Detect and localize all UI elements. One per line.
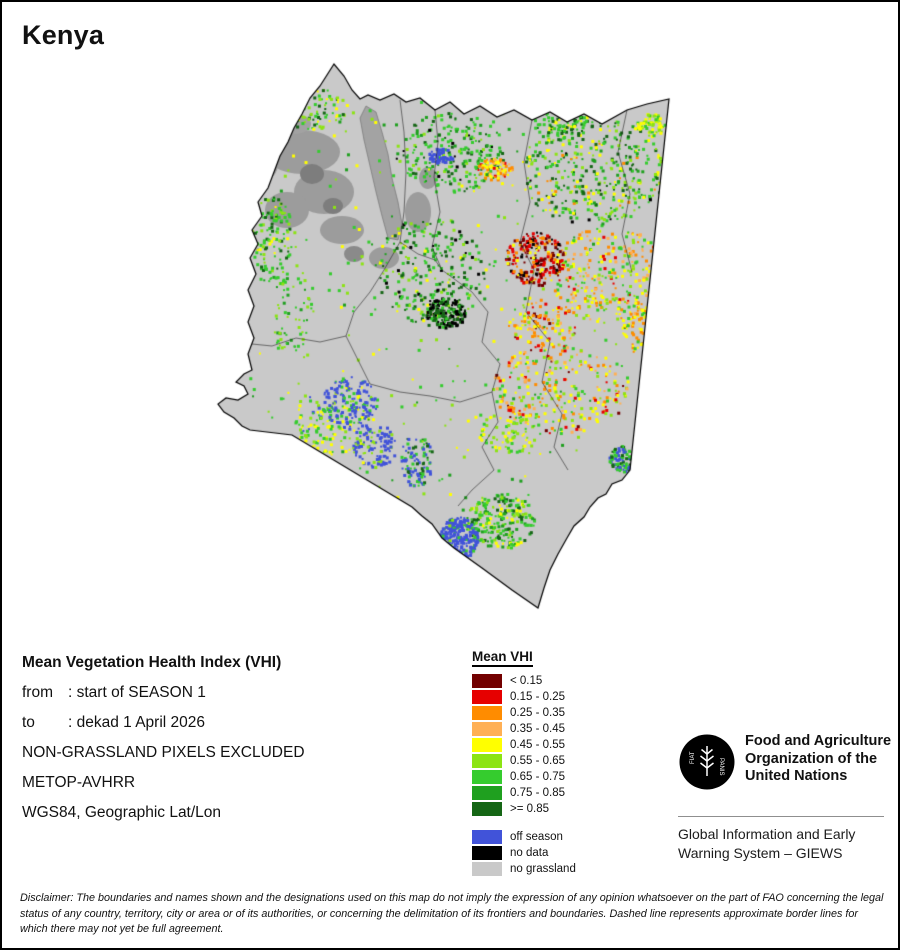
legend-label: 0.25 - 0.35 (510, 707, 565, 719)
legend-label: off season (510, 831, 563, 843)
metadata-mask-line: NON-GRASSLAND PIXELS EXCLUDED (22, 744, 305, 761)
legend-row: off season (472, 830, 576, 844)
legend-row: 0.45 - 0.55 (472, 738, 576, 752)
legend-label: 0.15 - 0.25 (510, 691, 565, 703)
metadata-from-line: from : start of SEASON 1 (22, 684, 305, 714)
legend-swatch (472, 802, 502, 816)
disclaimer-text: Disclaimer: The boundaries and names sho… (20, 892, 884, 936)
fao-name-line: Food and Agriculture (745, 733, 892, 749)
legend-swatch (472, 862, 502, 876)
legend-row: 0.15 - 0.25 (472, 690, 576, 704)
legend-label: 0.55 - 0.65 (510, 755, 565, 767)
fao-name: Food and Agriculture Organization of the… (745, 733, 891, 786)
legend-row: no data (472, 846, 576, 860)
legend-swatch (472, 846, 502, 860)
legend-swatch (472, 754, 502, 768)
fao-name-line: Organization of the (745, 750, 878, 767)
fao-logo-icon: FIAT PANIS (679, 734, 735, 790)
to-value: : dekad 1 April 2026 (68, 714, 206, 731)
metadata-sensor-line: METOP-AVHRR (22, 774, 136, 791)
legend-swatch (472, 674, 502, 688)
legend-row: >= 0.85 (472, 802, 576, 816)
legend-swatch (472, 706, 502, 720)
metadata-projection-line: WGS84, Geographic Lat/Lon (22, 804, 222, 821)
legend-swatch (472, 830, 502, 844)
legend-label: no data (510, 847, 549, 859)
legend-row: 0.65 - 0.75 (472, 770, 576, 784)
legend-row: 0.55 - 0.65 (472, 754, 576, 768)
legend-label: >= 0.85 (510, 803, 550, 815)
legend-label: 0.65 - 0.75 (510, 771, 565, 783)
legend-row: 0.25 - 0.35 (472, 706, 576, 720)
to-label: to (22, 714, 35, 731)
legend-swatch (472, 770, 502, 784)
legend-label: 0.35 - 0.45 (510, 723, 565, 735)
legend-label: < 0.15 (510, 675, 543, 687)
legend-swatch (472, 690, 502, 704)
legend-label: 0.75 - 0.85 (510, 787, 565, 799)
svg-text:FIAT: FIAT (690, 751, 696, 764)
fao-name-line: United Nations (745, 768, 848, 784)
from-label: from (22, 684, 53, 701)
fao-branding: FIAT PANIS Food and Agriculture Organiza… (678, 733, 891, 791)
legend-label: no grassland (510, 863, 576, 875)
giews-line: Global Information and Early (678, 826, 856, 842)
legend-swatch (472, 738, 502, 752)
giews-label: Global Information and Early Warning Sys… (678, 825, 855, 863)
legend: Mean VHI < 0.15 0.15 - 0.25 0.25 - 0.35 … (472, 648, 576, 878)
legend-row: < 0.15 (472, 674, 576, 688)
legend-extras: off season no data no grassland (472, 830, 576, 876)
legend-row: 0.35 - 0.45 (472, 722, 576, 736)
footer-divider (678, 816, 884, 817)
legend-swatch (472, 786, 502, 800)
legend-row: no grassland (472, 862, 576, 876)
legend-title: Mean VHI (472, 649, 533, 667)
legend-row: 0.75 - 0.85 (472, 786, 576, 800)
legend-swatch (472, 722, 502, 736)
svg-text:PANIS: PANIS (718, 758, 724, 776)
legend-label: 0.45 - 0.55 (510, 739, 565, 751)
page-title: Kenya (22, 20, 105, 50)
metadata-to-line: to : dekad 1 April 2026 (22, 714, 305, 744)
metadata-heading: Mean Vegetation Health Index (VHI) (22, 654, 282, 671)
map-metadata-block: Mean Vegetation Health Index (VHI) from:… (22, 654, 305, 834)
from-value: : start of SEASON 1 (68, 684, 206, 701)
giews-line: Warning System – GIEWS (678, 845, 843, 861)
